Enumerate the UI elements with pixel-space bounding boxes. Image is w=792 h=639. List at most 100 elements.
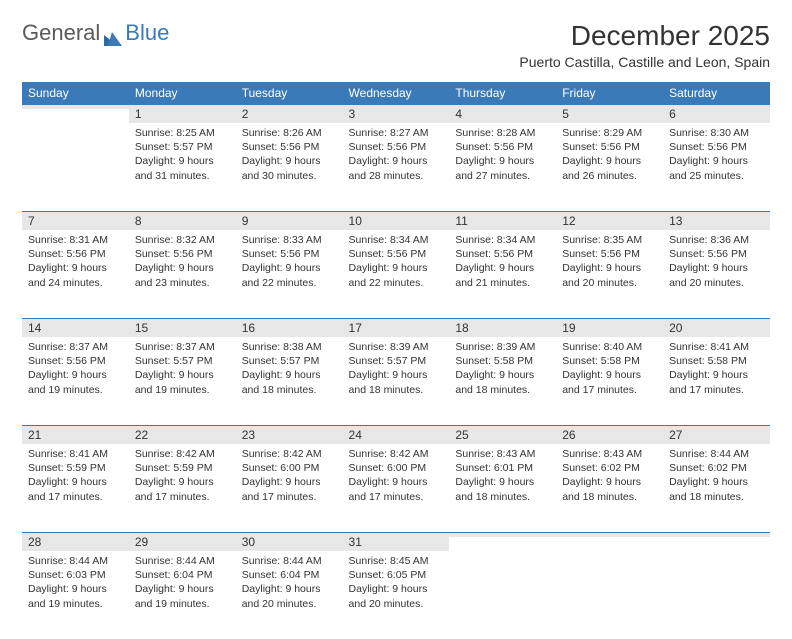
daynum-row: 14151617181920	[22, 318, 770, 337]
weekday-header: Sunday	[22, 82, 129, 104]
day-cell: Sunrise: 8:45 AMSunset: 6:05 PMDaylight:…	[343, 551, 450, 639]
day-number: 20	[663, 318, 770, 337]
day-cell: Sunrise: 8:39 AMSunset: 5:57 PMDaylight:…	[343, 337, 450, 425]
weekday-header: Saturday	[663, 82, 770, 104]
day-detail: Sunrise: 8:43 AMSunset: 6:01 PMDaylight:…	[449, 444, 556, 510]
daynum-cell: 20	[663, 318, 770, 337]
daynum-cell: 29	[129, 532, 236, 551]
daynum-cell: 6	[663, 104, 770, 123]
day-number	[449, 532, 556, 537]
day-number: 25	[449, 425, 556, 444]
daynum-cell: 23	[236, 425, 343, 444]
day-cell: Sunrise: 8:25 AMSunset: 5:57 PMDaylight:…	[129, 123, 236, 211]
day-detail: Sunrise: 8:42 AMSunset: 5:59 PMDaylight:…	[129, 444, 236, 510]
day-number: 1	[129, 104, 236, 123]
daynum-cell: 4	[449, 104, 556, 123]
daynum-cell: 14	[22, 318, 129, 337]
daynum-row: 28293031	[22, 532, 770, 551]
day-number: 31	[343, 532, 450, 551]
day-detail: Sunrise: 8:39 AMSunset: 5:58 PMDaylight:…	[449, 337, 556, 403]
daynum-cell: 28	[22, 532, 129, 551]
day-detail: Sunrise: 8:35 AMSunset: 5:56 PMDaylight:…	[556, 230, 663, 296]
daynum-cell: 27	[663, 425, 770, 444]
day-detail: Sunrise: 8:45 AMSunset: 6:05 PMDaylight:…	[343, 551, 450, 617]
daynum-cell	[556, 532, 663, 551]
day-number: 9	[236, 211, 343, 230]
day-number: 7	[22, 211, 129, 230]
daynum-row: 123456	[22, 104, 770, 123]
day-number: 11	[449, 211, 556, 230]
daynum-cell: 31	[343, 532, 450, 551]
day-cell: Sunrise: 8:31 AMSunset: 5:56 PMDaylight:…	[22, 230, 129, 318]
day-detail: Sunrise: 8:25 AMSunset: 5:57 PMDaylight:…	[129, 123, 236, 189]
daynum-cell: 17	[343, 318, 450, 337]
day-number: 19	[556, 318, 663, 337]
day-cell: Sunrise: 8:44 AMSunset: 6:04 PMDaylight:…	[129, 551, 236, 639]
logo: General Blue	[22, 20, 169, 46]
logo-text-blue: Blue	[125, 20, 169, 46]
day-number: 27	[663, 425, 770, 444]
day-detail: Sunrise: 8:34 AMSunset: 5:56 PMDaylight:…	[449, 230, 556, 296]
day-number: 16	[236, 318, 343, 337]
day-detail: Sunrise: 8:42 AMSunset: 6:00 PMDaylight:…	[236, 444, 343, 510]
day-number	[556, 532, 663, 537]
daynum-cell: 26	[556, 425, 663, 444]
daynum-cell: 7	[22, 211, 129, 230]
week-body-row: Sunrise: 8:25 AMSunset: 5:57 PMDaylight:…	[22, 123, 770, 211]
day-detail: Sunrise: 8:33 AMSunset: 5:56 PMDaylight:…	[236, 230, 343, 296]
day-cell: Sunrise: 8:42 AMSunset: 6:00 PMDaylight:…	[236, 444, 343, 532]
page-title: December 2025	[519, 20, 770, 52]
day-detail: Sunrise: 8:32 AMSunset: 5:56 PMDaylight:…	[129, 230, 236, 296]
day-cell: Sunrise: 8:44 AMSunset: 6:04 PMDaylight:…	[236, 551, 343, 639]
day-number: 14	[22, 318, 129, 337]
daynum-cell: 5	[556, 104, 663, 123]
week-body-row: Sunrise: 8:44 AMSunset: 6:03 PMDaylight:…	[22, 551, 770, 639]
daynum-row: 21222324252627	[22, 425, 770, 444]
day-detail: Sunrise: 8:34 AMSunset: 5:56 PMDaylight:…	[343, 230, 450, 296]
day-cell: Sunrise: 8:27 AMSunset: 5:56 PMDaylight:…	[343, 123, 450, 211]
day-number: 24	[343, 425, 450, 444]
day-cell: Sunrise: 8:29 AMSunset: 5:56 PMDaylight:…	[556, 123, 663, 211]
day-number: 28	[22, 532, 129, 551]
day-number: 15	[129, 318, 236, 337]
day-number: 12	[556, 211, 663, 230]
day-cell: Sunrise: 8:30 AMSunset: 5:56 PMDaylight:…	[663, 123, 770, 211]
daynum-cell: 8	[129, 211, 236, 230]
day-number	[663, 532, 770, 537]
day-detail: Sunrise: 8:44 AMSunset: 6:04 PMDaylight:…	[129, 551, 236, 617]
day-cell: Sunrise: 8:43 AMSunset: 6:02 PMDaylight:…	[556, 444, 663, 532]
day-number: 21	[22, 425, 129, 444]
daynum-cell: 10	[343, 211, 450, 230]
day-cell	[556, 551, 663, 639]
day-detail: Sunrise: 8:29 AMSunset: 5:56 PMDaylight:…	[556, 123, 663, 189]
daynum-cell: 15	[129, 318, 236, 337]
day-detail: Sunrise: 8:37 AMSunset: 5:57 PMDaylight:…	[129, 337, 236, 403]
day-number: 26	[556, 425, 663, 444]
weekday-header: Wednesday	[343, 82, 450, 104]
day-cell: Sunrise: 8:37 AMSunset: 5:56 PMDaylight:…	[22, 337, 129, 425]
day-detail: Sunrise: 8:40 AMSunset: 5:58 PMDaylight:…	[556, 337, 663, 403]
day-number: 30	[236, 532, 343, 551]
day-number: 5	[556, 104, 663, 123]
day-cell: Sunrise: 8:44 AMSunset: 6:03 PMDaylight:…	[22, 551, 129, 639]
daynum-cell: 30	[236, 532, 343, 551]
day-detail: Sunrise: 8:37 AMSunset: 5:56 PMDaylight:…	[22, 337, 129, 403]
day-detail: Sunrise: 8:44 AMSunset: 6:02 PMDaylight:…	[663, 444, 770, 510]
day-cell: Sunrise: 8:39 AMSunset: 5:58 PMDaylight:…	[449, 337, 556, 425]
day-detail: Sunrise: 8:43 AMSunset: 6:02 PMDaylight:…	[556, 444, 663, 510]
daynum-cell: 16	[236, 318, 343, 337]
day-number: 2	[236, 104, 343, 123]
day-detail: Sunrise: 8:41 AMSunset: 5:59 PMDaylight:…	[22, 444, 129, 510]
day-detail: Sunrise: 8:41 AMSunset: 5:58 PMDaylight:…	[663, 337, 770, 403]
day-detail: Sunrise: 8:26 AMSunset: 5:56 PMDaylight:…	[236, 123, 343, 189]
day-detail: Sunrise: 8:31 AMSunset: 5:56 PMDaylight:…	[22, 230, 129, 296]
daynum-cell: 25	[449, 425, 556, 444]
day-detail: Sunrise: 8:44 AMSunset: 6:03 PMDaylight:…	[22, 551, 129, 617]
day-number: 23	[236, 425, 343, 444]
day-number: 4	[449, 104, 556, 123]
day-detail: Sunrise: 8:39 AMSunset: 5:57 PMDaylight:…	[343, 337, 450, 403]
day-cell: Sunrise: 8:44 AMSunset: 6:02 PMDaylight:…	[663, 444, 770, 532]
daynum-cell: 19	[556, 318, 663, 337]
week-body-row: Sunrise: 8:31 AMSunset: 5:56 PMDaylight:…	[22, 230, 770, 318]
daynum-cell: 13	[663, 211, 770, 230]
